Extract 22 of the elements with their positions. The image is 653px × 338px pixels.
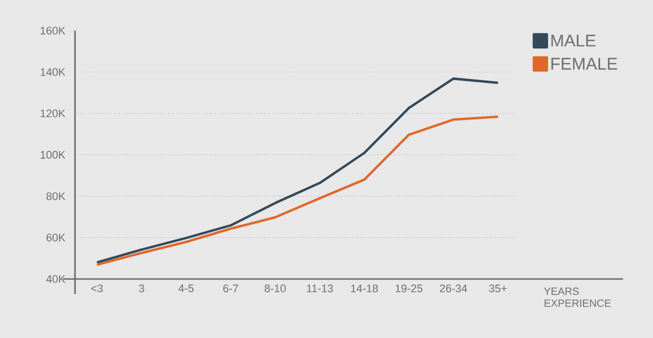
x-tick-label: 8-10: [264, 284, 286, 292]
y-tick-label: 60K: [46, 234, 66, 242]
line-series: [96, 116, 500, 266]
legend-label: FEMALE: [551, 58, 618, 70]
x-tick-label: 6-7: [223, 284, 238, 292]
x-tick-label: 4-5: [178, 284, 194, 292]
y-tick-label: 120K: [40, 110, 66, 118]
x-tick-label: 35+: [489, 284, 507, 292]
x-tick-label: 14-18: [351, 284, 378, 292]
line-series: [96, 77, 500, 264]
x-tick-label: 26-34: [440, 284, 468, 292]
x-tick-label: 11-13: [306, 284, 333, 292]
y-tick-label: 40K: [46, 275, 66, 283]
y-tick-label: 100K: [40, 150, 66, 159]
legend-label: MALE: [551, 34, 596, 46]
y-tick-label: 160K: [40, 26, 66, 34]
y-tick-label: 140K: [40, 68, 66, 76]
x-tick-label: 19-25: [396, 284, 422, 292]
x-axis-title: YEARS EXPERIENCE: [544, 288, 611, 307]
x-tick-label: 3: [138, 284, 144, 292]
y-tick-label: 80K: [46, 192, 66, 200]
x-tick-label: <3: [91, 284, 103, 292]
